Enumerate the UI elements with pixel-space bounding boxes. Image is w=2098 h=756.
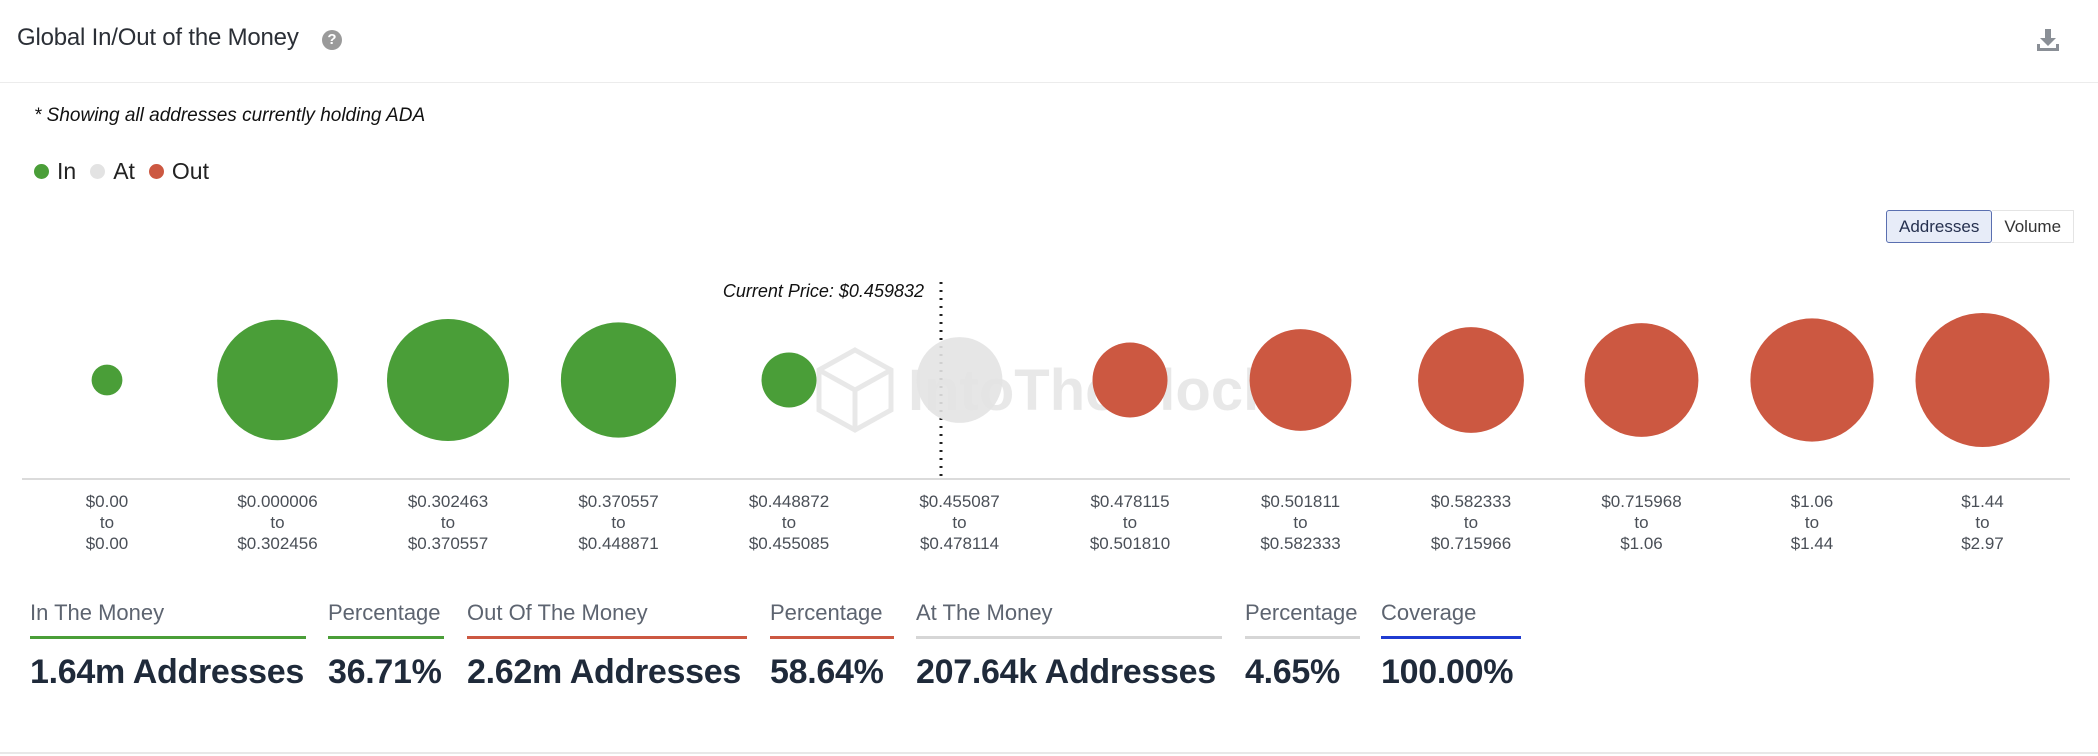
stat-at-percentage: Percentage 4.65% bbox=[1245, 600, 1360, 692]
tick-label-from: $0.302463 bbox=[408, 492, 488, 511]
stat-label: Percentage bbox=[1245, 600, 1360, 639]
watermark: IntoTheBlock bbox=[816, 347, 1276, 433]
bubble-out[interactable] bbox=[1750, 318, 1874, 442]
tick-label-to: to bbox=[1975, 513, 1989, 532]
metric-toggle: Addresses Volume bbox=[1886, 210, 2075, 243]
bubble-in[interactable] bbox=[560, 322, 677, 438]
tick-label-to: to bbox=[100, 513, 114, 532]
tick-label-from: $0.370557 bbox=[578, 492, 658, 511]
stat-in-percentage: Percentage 36.71% bbox=[328, 600, 444, 692]
tick-label-to-value: $0.478114 bbox=[920, 534, 999, 553]
bubble-chart: IntoTheBlock Current Price: $0.459832 $0… bbox=[22, 281, 2070, 553]
tick-label-from: $0.00 bbox=[86, 492, 129, 511]
legend-label-out: Out bbox=[171, 158, 209, 184]
bubble-in[interactable] bbox=[761, 352, 817, 408]
stat-label: Percentage bbox=[770, 600, 894, 639]
bubble-in[interactable] bbox=[217, 319, 338, 441]
legend-label-at: At bbox=[113, 158, 135, 184]
bubble-out[interactable] bbox=[1915, 313, 2050, 447]
tick-label-from: $0.455087 bbox=[919, 492, 999, 511]
tick-label-from: $1.06 bbox=[1791, 492, 1834, 511]
bubble-out[interactable] bbox=[1418, 327, 1524, 433]
question-circle-icon[interactable]: ? bbox=[322, 30, 342, 50]
tick-label-from: $0.478115 bbox=[1090, 492, 1169, 511]
legend-label-in: In bbox=[57, 158, 77, 184]
tick-label-to: to bbox=[611, 513, 625, 532]
legend-item-at[interactable]: At bbox=[90, 158, 135, 185]
bubble-out[interactable] bbox=[1249, 329, 1352, 431]
bubble-out[interactable] bbox=[1584, 323, 1699, 437]
bottom-divider bbox=[0, 752, 2098, 754]
stat-value: 36.71% bbox=[328, 653, 442, 691]
tick-label-to-value: $0.302456 bbox=[237, 534, 317, 553]
tick-label-to: to bbox=[1805, 513, 1819, 532]
tick-label-to: to bbox=[782, 513, 796, 532]
stat-in-the-money: In The Money 1.64m Addresses bbox=[30, 600, 306, 692]
legend-item-out[interactable]: Out bbox=[148, 158, 209, 185]
tick-label-to-value: $0.455085 bbox=[749, 534, 829, 553]
chart-note: * Showing all addresses currently holdin… bbox=[34, 105, 426, 126]
stat-at-the-money: At The Money 207.64k Addresses bbox=[916, 600, 1222, 692]
tick-label-from: $0.000006 bbox=[237, 492, 317, 511]
stat-out-percentage: Percentage 58.64% bbox=[770, 600, 894, 692]
stat-coverage: Coverage 100.00% bbox=[1381, 600, 1521, 692]
stat-value: 4.65% bbox=[1245, 653, 1340, 691]
tick-label-to-value: $1.06 bbox=[1620, 534, 1663, 553]
addresses-toggle-button[interactable]: Addresses bbox=[1886, 210, 1993, 243]
bubble-out[interactable] bbox=[1092, 342, 1168, 418]
legend-dot-in bbox=[34, 164, 49, 179]
tick-label-to-value: $1.44 bbox=[1791, 534, 1834, 553]
stat-value: 100.00% bbox=[1381, 653, 1514, 691]
tick-labels: $0.00 to $0.00 $0.000006 to $0.302456 $0.30246… bbox=[86, 492, 2004, 553]
tick-label-to: to bbox=[1464, 513, 1478, 532]
stat-label: Out Of The Money bbox=[467, 600, 747, 639]
tick-label-from: $1.44 bbox=[1961, 492, 2004, 511]
tick-label-to: to bbox=[1123, 513, 1137, 532]
tick-label-from: $0.715968 bbox=[1601, 492, 1681, 511]
bubble-at[interactable] bbox=[916, 337, 1003, 423]
tick-label-to-value: $0.582333 bbox=[1260, 534, 1340, 553]
stat-label: In The Money bbox=[30, 600, 306, 639]
stat-label: Coverage bbox=[1381, 600, 1521, 639]
tick-label-to-value: $2.97 bbox=[1961, 534, 2004, 553]
current-price-label: Current Price: $0.459832 bbox=[723, 281, 924, 301]
stat-out-of-the-money: Out Of The Money 2.62m Addresses bbox=[467, 600, 747, 692]
bubble-in[interactable] bbox=[387, 319, 509, 441]
stat-label: Percentage bbox=[328, 600, 444, 639]
tick-label-to-value: $0.715966 bbox=[1431, 534, 1511, 553]
tick-label-to: to bbox=[270, 513, 284, 532]
download-icon[interactable] bbox=[2034, 26, 2062, 54]
chart-legend: In At Out bbox=[34, 158, 223, 185]
legend-dot-at bbox=[90, 164, 106, 179]
chart-header: Global In/Out of the Money ? bbox=[0, 0, 2098, 83]
stat-value: 58.64% bbox=[770, 653, 884, 691]
tick-label-from: $0.501811 bbox=[1261, 492, 1340, 511]
tick-label-to: to bbox=[1293, 513, 1307, 532]
stat-value: 207.64k Addresses bbox=[916, 653, 1216, 691]
tick-label-to-value: $0.448871 bbox=[578, 534, 658, 553]
summary-stats: In The Money 1.64m Addresses Percentage … bbox=[0, 600, 2098, 700]
legend-item-in[interactable]: In bbox=[34, 158, 76, 185]
bubble-in[interactable] bbox=[91, 364, 123, 396]
stat-label: At The Money bbox=[916, 600, 1222, 639]
bubbles bbox=[91, 313, 2050, 447]
watermark-logo-icon bbox=[816, 347, 894, 433]
tick-label-from: $0.582333 bbox=[1431, 492, 1511, 511]
tick-label-from: $0.448872 bbox=[749, 492, 829, 511]
chart-title: Global In/Out of the Money bbox=[17, 24, 299, 51]
stat-value: 1.64m Addresses bbox=[30, 653, 304, 691]
tick-label-to: to bbox=[952, 513, 966, 532]
tick-label-to-value: $0.370557 bbox=[408, 534, 488, 553]
stat-value: 2.62m Addresses bbox=[467, 653, 741, 691]
legend-dot-out bbox=[148, 164, 164, 179]
tick-label-to: to bbox=[441, 513, 455, 532]
tick-label-to-value: $0.00 bbox=[86, 534, 129, 553]
tick-label-to: to bbox=[1634, 513, 1648, 532]
volume-toggle-button[interactable]: Volume bbox=[1992, 210, 2075, 243]
tick-label-to-value: $0.501810 bbox=[1090, 534, 1170, 553]
